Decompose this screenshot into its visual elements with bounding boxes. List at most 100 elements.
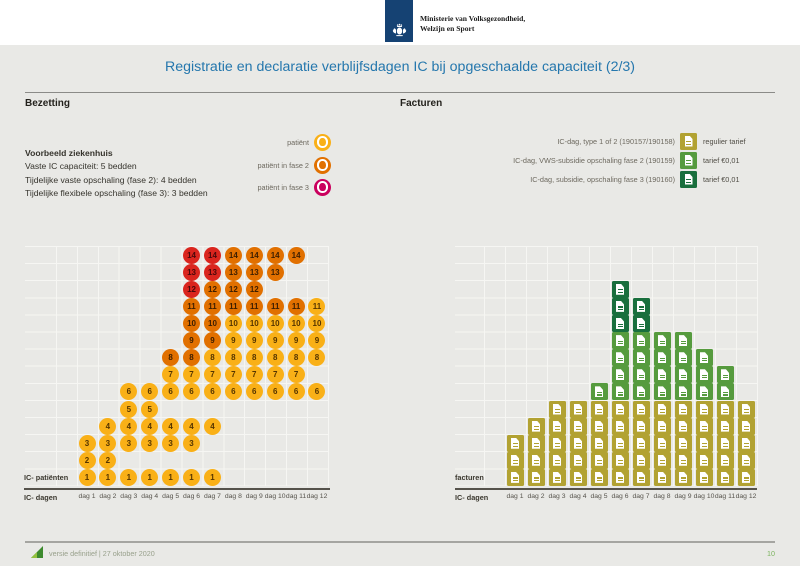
invoice-paper (595, 471, 603, 483)
invoice-icon (632, 468, 650, 486)
invoice-icon (653, 349, 671, 367)
patient-circle: 10 (308, 315, 326, 332)
invoice-paper (511, 471, 519, 483)
invoice-line (617, 289, 623, 291)
invoice-line (638, 445, 644, 447)
invoice-icon (590, 451, 608, 469)
invoice-line (722, 445, 728, 447)
invoice-paper (637, 335, 645, 347)
invoice-icon (611, 451, 629, 469)
invoice-line (596, 479, 602, 482)
invoice-line (638, 443, 644, 445)
invoice-line (575, 445, 581, 447)
invoice-paper (658, 386, 666, 398)
legend-label-icdag-fase2: IC-dag, VWS-subsidie opschaling fase 2 (… (513, 156, 675, 165)
invoice-line (659, 477, 665, 479)
invoice-paper (616, 283, 624, 295)
patient-circle: 14 (183, 246, 201, 264)
patient-circle: 6 (245, 383, 263, 401)
invoice-paper (721, 369, 729, 381)
invoice-line (680, 462, 686, 464)
patient-circle: 3 (141, 434, 159, 452)
invoice-line (575, 460, 581, 462)
patient-circle: 9 (183, 332, 201, 350)
patient-circle: 3 (99, 434, 117, 452)
invoice-line (512, 443, 518, 445)
day-label: dag 3 (548, 492, 566, 500)
invoice-paper (658, 403, 666, 415)
invoice-line (686, 141, 691, 143)
patient-circle: 8 (266, 349, 284, 367)
invoice-line (617, 340, 623, 342)
invoice-icon (506, 434, 524, 452)
invoice-line (533, 445, 539, 447)
invoice-icon (632, 451, 650, 469)
patient-circle: 12 (203, 280, 221, 298)
invoice-paper (700, 386, 708, 398)
invoice-paper (658, 335, 666, 347)
invoice-icon (548, 434, 566, 452)
invoice-paper (616, 335, 624, 347)
patient-circle: 6 (224, 383, 242, 401)
invoice-icon (674, 383, 692, 401)
invoice-icon (674, 451, 692, 469)
invoice-icon (695, 400, 713, 418)
invoice-paper (532, 420, 540, 432)
invoice-paper (742, 403, 750, 415)
invoice-paper (553, 471, 561, 483)
invoice-paper (721, 454, 729, 466)
invoice-icon (632, 366, 650, 384)
invoice-paper (553, 420, 561, 432)
invoice-line (617, 479, 623, 482)
invoice-paper (637, 454, 645, 466)
invoice-line (701, 462, 707, 464)
invoice-line (554, 409, 560, 411)
invoice-paper (721, 403, 729, 415)
tariff-fase3: tarief €0,01 (703, 175, 740, 184)
patient-circle: 1 (99, 468, 117, 486)
patient-icon (314, 178, 331, 196)
invoice-icon (716, 383, 734, 401)
invoice-paper (700, 369, 708, 381)
invoice-paper (595, 437, 603, 449)
invoice-icon (695, 366, 713, 384)
patient-circle: 7 (287, 366, 305, 384)
patient-circle: 4 (120, 417, 138, 435)
invoice-icon (569, 434, 587, 452)
invoice-line (575, 443, 581, 445)
day-label: dag 5 (590, 492, 608, 500)
invoice-icon (695, 468, 713, 486)
invoice-icon (674, 349, 692, 367)
invoice-line (596, 445, 602, 447)
invoice-line (512, 477, 518, 479)
invoice-line (575, 409, 581, 411)
patient-circle: 6 (141, 383, 159, 401)
invoice-line (533, 477, 539, 479)
invoice-icon (632, 332, 650, 350)
invoice-line (638, 360, 644, 362)
invoice-line (701, 411, 707, 413)
invoice-line (596, 426, 602, 428)
invoice-line (680, 479, 686, 482)
patient-circle: 7 (162, 366, 180, 384)
hospital-line: Vaste IC capaciteit: 5 bedden (25, 161, 137, 172)
invoice-line (686, 179, 691, 181)
invoice-paper (700, 403, 708, 415)
invoice-line (596, 394, 602, 396)
invoice-icon (695, 417, 713, 435)
invoice-icon (653, 400, 671, 418)
invoice-line (533, 443, 539, 445)
page-number: 10 (767, 549, 775, 558)
day-label: dag 5 (162, 492, 180, 500)
invoice-paper (679, 369, 687, 381)
invoice-paper (742, 437, 750, 449)
invoice-line (638, 428, 644, 430)
patient-circle: 6 (203, 383, 221, 401)
patient-circle: 14 (266, 246, 284, 264)
invoice-line (659, 394, 665, 396)
invoice-line (680, 477, 686, 479)
day-label: dag 1 (506, 492, 524, 500)
patient-circle: 9 (266, 332, 284, 350)
invoice-line (596, 443, 602, 445)
patient-circle: 13 (203, 263, 221, 281)
